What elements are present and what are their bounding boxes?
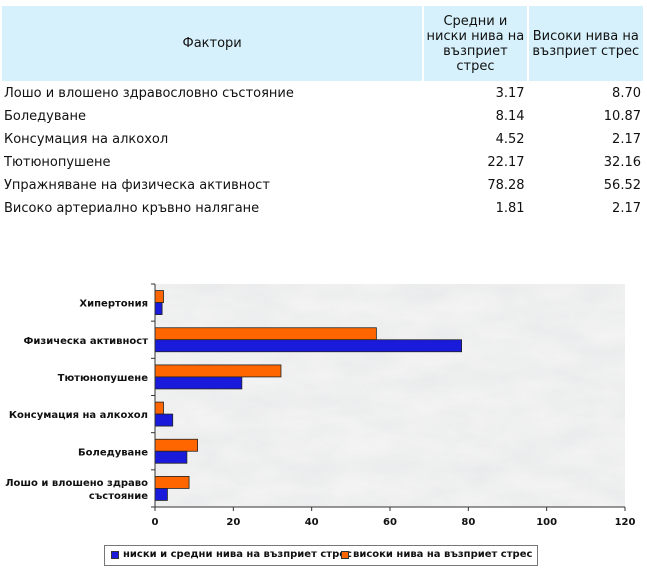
- chart-legend: ниски и средни нива на възприет стрес ви…: [104, 545, 538, 566]
- x-tick-label: 100: [536, 517, 557, 528]
- factor-cell: Лошо и влошено здравословно състояние: [4, 86, 294, 101]
- x-tick-label: 80: [461, 517, 475, 528]
- x-tick-label: 120: [615, 517, 636, 528]
- factors-table: Фактори Средни и ниски нива на възприет …: [0, 4, 645, 221]
- high-stress-value: 10.87: [603, 109, 641, 124]
- bar-low-stress: [154, 376, 243, 390]
- factor-cell: Високо артериално кръвно налягане: [4, 201, 260, 216]
- category-label: Консумация на алкохол: [9, 410, 148, 421]
- factor-cell: Консумация на алкохол: [4, 132, 169, 147]
- bar-low-stress: [154, 302, 163, 315]
- table-row: Консумация на алкохол 4.52 2.17: [2, 129, 643, 150]
- category-label: Физическа активност: [23, 336, 148, 347]
- table-row: Високо артериално кръвно налягане 1.81 2.1…: [2, 198, 643, 219]
- header-factors: Фактори: [2, 6, 423, 81]
- legend-item-low: ниски и средни нива на възприет стрес: [111, 549, 352, 560]
- legend-label-high: високи нива на възприет стрес: [353, 549, 533, 560]
- bar-low-stress: [154, 450, 188, 464]
- high-stress-value: 2.17: [612, 132, 641, 147]
- legend-swatch-low: [111, 550, 119, 559]
- table-row: Лошо и влошено здравословно състояние 3.1…: [2, 83, 643, 104]
- x-tick-label: 20: [226, 517, 240, 528]
- table-row: Тютюнопушене 22.17 32.16: [2, 152, 643, 173]
- x-tick-label: 0: [152, 517, 159, 528]
- low-stress-value: 3.17: [495, 86, 525, 101]
- low-stress-value: 1.81: [495, 201, 525, 216]
- factor-cell: Боледуване: [4, 109, 86, 124]
- bar-low-stress: [154, 488, 168, 501]
- category-label: Боледуване: [78, 447, 148, 458]
- legend-swatch-high: [341, 550, 349, 559]
- table-row: Упражняване на физическа активност 78.28 5…: [2, 175, 643, 196]
- high-stress-value: 8.70: [612, 86, 641, 101]
- legend-label-low: ниски и средни нива на възприет стрес: [123, 549, 352, 560]
- bar-chart: 0 20 40 60 80 100 120 Хипертония Физическа акти…: [5, 283, 636, 528]
- bar-high-stress: [154, 401, 164, 415]
- x-tick-label: 60: [383, 517, 397, 528]
- high-stress-value: 56.52: [603, 178, 641, 193]
- bar-high-stress: [154, 364, 282, 378]
- low-stress-value: 4.52: [495, 132, 525, 147]
- bar-high-stress: [154, 327, 377, 341]
- bar-low-stress: [154, 413, 174, 427]
- bar-low-stress: [154, 339, 462, 353]
- x-tick-label: 40: [305, 517, 319, 528]
- bar-high-stress: [154, 476, 190, 489]
- high-stress-value: 2.17: [612, 201, 641, 216]
- high-stress-value: 32.16: [603, 155, 641, 170]
- plot-texture: [155, 284, 625, 507]
- category-label: Хипертония: [79, 299, 148, 310]
- legend-item-high: високи нива на възприет стрес: [341, 549, 532, 560]
- low-stress-value: 22.17: [487, 155, 525, 170]
- low-stress-value: 78.28: [487, 178, 525, 193]
- category-label: Тютюнопушене: [58, 373, 149, 384]
- bar-high-stress: [154, 290, 164, 303]
- category-label: Лошо и влошено здраво състояние: [5, 478, 148, 502]
- header-low-stress: Средни и ниски нива на възприет стрес: [424, 6, 527, 81]
- low-stress-value: 8.14: [495, 109, 525, 124]
- table-row: Боледуване 8.14 10.87: [2, 106, 643, 127]
- factor-cell: Упражняване на физическа активност: [4, 178, 270, 193]
- bar-high-stress: [154, 438, 198, 452]
- factor-cell: Тютюнопушене: [4, 155, 111, 170]
- header-high-stress: Високи нива на възприет стрес: [528, 6, 643, 81]
